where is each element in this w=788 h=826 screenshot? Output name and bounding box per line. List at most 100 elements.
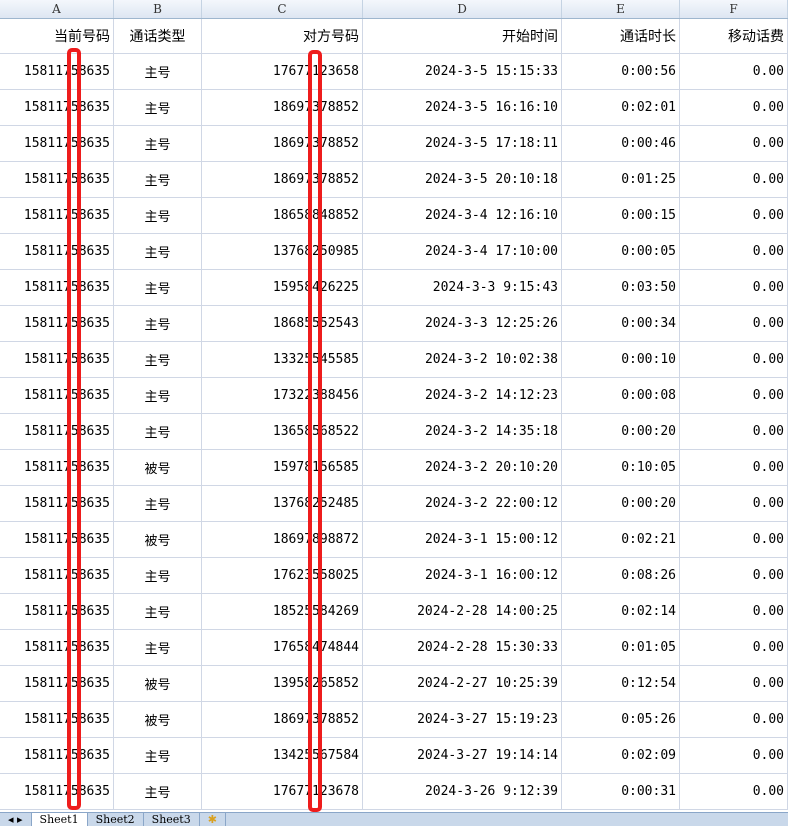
table-cell[interactable]: 0.00: [680, 270, 788, 305]
header-cell[interactable]: 通话类型: [114, 19, 202, 53]
table-cell[interactable]: 0.00: [680, 702, 788, 737]
table-cell[interactable]: 0:10:05: [562, 450, 680, 485]
table-cell[interactable]: 被号: [114, 666, 202, 701]
table-cell[interactable]: 0:02:21: [562, 522, 680, 557]
table-cell[interactable]: 17623558025: [202, 558, 363, 593]
table-cell[interactable]: 主号: [114, 774, 202, 809]
insert-sheet-icon[interactable]: ✱: [200, 813, 226, 826]
column-header-a[interactable]: A: [0, 0, 114, 18]
table-cell[interactable]: 0.00: [680, 378, 788, 413]
sheet-tab-3[interactable]: Sheet3: [144, 813, 200, 826]
sheet-tab-2[interactable]: Sheet2: [88, 813, 144, 826]
table-cell[interactable]: 2024-3-2 10:02:38: [363, 342, 562, 377]
table-cell[interactable]: 主号: [114, 198, 202, 233]
header-cell[interactable]: 通话时长: [562, 19, 680, 53]
table-cell[interactable]: 2024-3-1 16:00:12: [363, 558, 562, 593]
table-cell[interactable]: 主号: [114, 306, 202, 341]
table-cell[interactable]: 18697898872: [202, 522, 363, 557]
table-cell[interactable]: 2024-3-4 12:16:10: [363, 198, 562, 233]
table-cell[interactable]: 主号: [114, 594, 202, 629]
column-header-b[interactable]: B: [114, 0, 202, 18]
table-cell[interactable]: 2024-3-4 17:10:00: [363, 234, 562, 269]
table-cell[interactable]: 0:00:08: [562, 378, 680, 413]
table-cell[interactable]: 0.00: [680, 774, 788, 809]
table-cell[interactable]: 0.00: [680, 342, 788, 377]
table-cell[interactable]: 18658848852: [202, 198, 363, 233]
table-cell[interactable]: 15811758635: [0, 666, 114, 701]
table-cell[interactable]: 0.00: [680, 630, 788, 665]
table-cell[interactable]: 15811758635: [0, 558, 114, 593]
table-cell[interactable]: 0:00:10: [562, 342, 680, 377]
tab-scroll-buttons[interactable]: ◂ ▸: [0, 813, 32, 826]
table-cell[interactable]: 主号: [114, 270, 202, 305]
table-cell[interactable]: 15811758635: [0, 738, 114, 773]
table-cell[interactable]: 15811758635: [0, 54, 114, 89]
table-cell[interactable]: 主号: [114, 234, 202, 269]
table-cell[interactable]: 0.00: [680, 162, 788, 197]
table-cell[interactable]: 0.00: [680, 450, 788, 485]
table-cell[interactable]: 17322388456: [202, 378, 363, 413]
table-cell[interactable]: 0:01:25: [562, 162, 680, 197]
table-cell[interactable]: 0:02:01: [562, 90, 680, 125]
table-cell[interactable]: 15811758635: [0, 702, 114, 737]
table-cell[interactable]: 主号: [114, 342, 202, 377]
table-cell[interactable]: 0.00: [680, 738, 788, 773]
table-cell[interactable]: 被号: [114, 702, 202, 737]
table-cell[interactable]: 2024-3-27 19:14:14: [363, 738, 562, 773]
table-cell[interactable]: 15811758635: [0, 198, 114, 233]
table-cell[interactable]: 0.00: [680, 234, 788, 269]
table-cell[interactable]: 15811758635: [0, 594, 114, 629]
table-cell[interactable]: 0.00: [680, 126, 788, 161]
table-cell[interactable]: 2024-3-27 15:19:23: [363, 702, 562, 737]
column-header-e[interactable]: E: [562, 0, 680, 18]
table-cell[interactable]: 15811758635: [0, 90, 114, 125]
table-cell[interactable]: 0:02:14: [562, 594, 680, 629]
table-cell[interactable]: 18697378852: [202, 162, 363, 197]
table-cell[interactable]: 2024-3-2 22:00:12: [363, 486, 562, 521]
table-cell[interactable]: 15811758635: [0, 378, 114, 413]
table-cell[interactable]: 0.00: [680, 414, 788, 449]
table-cell[interactable]: 0:03:50: [562, 270, 680, 305]
table-cell[interactable]: 15811758635: [0, 630, 114, 665]
table-cell[interactable]: 18685552543: [202, 306, 363, 341]
table-cell[interactable]: 15811758635: [0, 234, 114, 269]
table-cell[interactable]: 0:00:20: [562, 486, 680, 521]
table-cell[interactable]: 0:00:46: [562, 126, 680, 161]
table-cell[interactable]: 15811758635: [0, 270, 114, 305]
header-cell[interactable]: 开始时间: [363, 19, 562, 53]
table-cell[interactable]: 主号: [114, 558, 202, 593]
table-cell[interactable]: 0:00:31: [562, 774, 680, 809]
table-cell[interactable]: 2024-3-26 9:12:39: [363, 774, 562, 809]
table-cell[interactable]: 15811758635: [0, 774, 114, 809]
table-cell[interactable]: 主号: [114, 54, 202, 89]
table-cell[interactable]: 0.00: [680, 558, 788, 593]
table-cell[interactable]: 15811758635: [0, 306, 114, 341]
table-cell[interactable]: 2024-3-3 9:15:43: [363, 270, 562, 305]
table-cell[interactable]: 被号: [114, 450, 202, 485]
table-cell[interactable]: 0.00: [680, 54, 788, 89]
table-cell[interactable]: 0:05:26: [562, 702, 680, 737]
table-cell[interactable]: 15811758635: [0, 522, 114, 557]
table-cell[interactable]: 主号: [114, 378, 202, 413]
table-cell[interactable]: 0:12:54: [562, 666, 680, 701]
column-header-d[interactable]: D: [363, 0, 562, 18]
table-cell[interactable]: 15811758635: [0, 450, 114, 485]
table-cell[interactable]: 主号: [114, 90, 202, 125]
table-cell[interactable]: 0.00: [680, 594, 788, 629]
table-cell[interactable]: 17677123658: [202, 54, 363, 89]
table-cell[interactable]: 0:08:26: [562, 558, 680, 593]
table-cell[interactable]: 主号: [114, 630, 202, 665]
table-cell[interactable]: 15811758635: [0, 342, 114, 377]
header-cell[interactable]: 对方号码: [202, 19, 363, 53]
table-cell[interactable]: 15811758635: [0, 126, 114, 161]
table-cell[interactable]: 13768250985: [202, 234, 363, 269]
table-cell[interactable]: 13325545585: [202, 342, 363, 377]
table-cell[interactable]: 15811758635: [0, 414, 114, 449]
table-cell[interactable]: 2024-3-3 12:25:26: [363, 306, 562, 341]
column-header-f[interactable]: F: [680, 0, 788, 18]
table-cell[interactable]: 2024-3-2 20:10:20: [363, 450, 562, 485]
table-cell[interactable]: 被号: [114, 522, 202, 557]
table-cell[interactable]: 13658568522: [202, 414, 363, 449]
table-cell[interactable]: 2024-3-5 20:10:18: [363, 162, 562, 197]
table-cell[interactable]: 13768252485: [202, 486, 363, 521]
